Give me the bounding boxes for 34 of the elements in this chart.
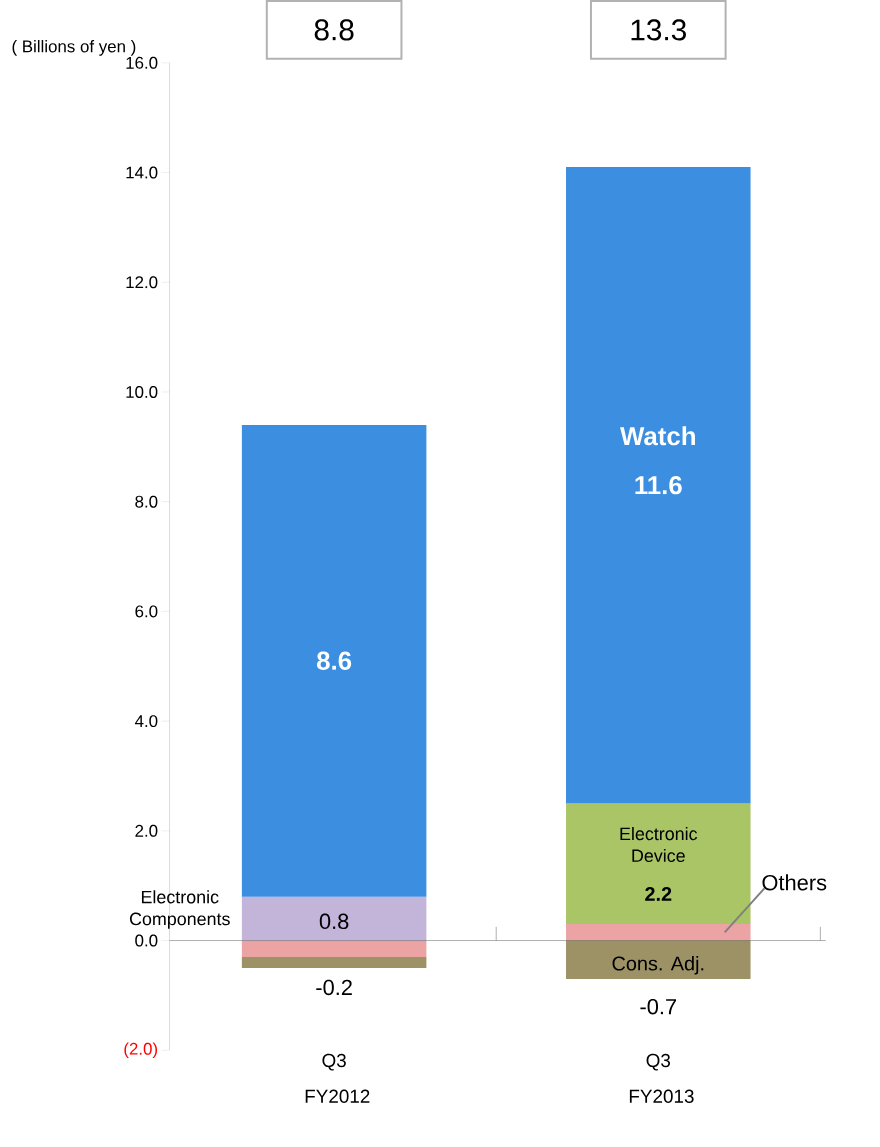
bar <box>242 896 427 941</box>
text: 13.3 <box>631 19 687 41</box>
y-tick-label: 6.0 <box>135 605 158 618</box>
y-axis-title: ( Billions of yen ) <box>12 40 136 56</box>
bar <box>242 424 427 897</box>
x-tick-label: Q3 FY2012 <box>305 1053 370 1103</box>
bar <box>566 940 751 979</box>
y-tick-label: 10.0 <box>126 385 158 398</box>
data-label: 11.6 <box>635 476 682 495</box>
bar <box>566 167 751 804</box>
y-tick-label: (2.0) <box>124 1042 158 1059</box>
y-tick-label: 8.0 <box>135 495 158 508</box>
data-label: 8.6 <box>317 651 352 670</box>
data-label: 0.8 <box>319 913 349 930</box>
data-label: 2.2 <box>645 886 672 901</box>
annotation: Others <box>762 874 827 891</box>
y-tick-label: 4.0 <box>135 715 158 728</box>
y-tick-label: 0.0 <box>135 934 158 947</box>
annotation: Cons. Adj. <box>612 955 704 975</box>
annotation: Electronic Device <box>620 827 698 863</box>
x-tick-label: Q3 FY2013 <box>630 1053 694 1103</box>
text: 8.8 <box>314 19 354 41</box>
bar <box>242 940 427 957</box>
bar <box>566 803 751 925</box>
data-label: -0.2 <box>316 979 353 996</box>
annotation: Watch <box>620 426 696 446</box>
annotation: Electronic Components <box>130 890 230 929</box>
bar <box>566 924 751 941</box>
bar <box>242 956 427 968</box>
data-label: -0.7 <box>640 998 677 1015</box>
y-tick-label: 12.0 <box>126 276 158 289</box>
y-tick-label: 2.0 <box>135 824 158 837</box>
y-tick-label: 16.0 <box>126 56 158 69</box>
y-tick-label: 14.0 <box>126 166 158 179</box>
